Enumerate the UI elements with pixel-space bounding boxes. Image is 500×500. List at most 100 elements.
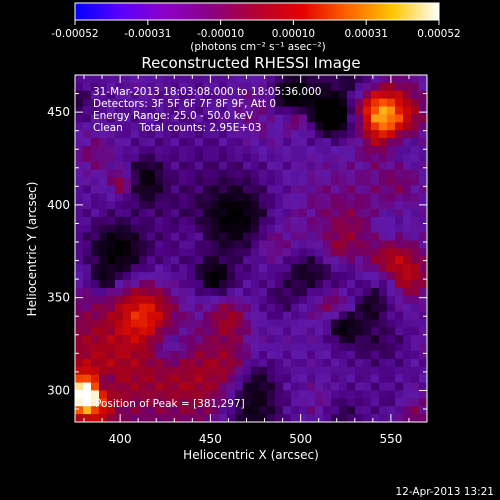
heatmap-cell (91, 138, 100, 147)
heatmap-cell (99, 138, 108, 147)
heatmap-cell (83, 209, 92, 218)
heatmap-cell (139, 145, 148, 155)
heatmap-cell (243, 185, 252, 194)
heatmap-cell (307, 264, 316, 273)
heatmap-cell (115, 114, 124, 123)
heatmap-cell (91, 106, 100, 116)
heatmap-cell (83, 185, 92, 194)
heatmap-cell (283, 98, 292, 108)
heatmap-cell (235, 82, 244, 92)
heatmap-cell (131, 138, 140, 147)
heatmap-cell (211, 327, 220, 336)
heatmap-cell (315, 406, 324, 415)
heatmap-cell (371, 90, 380, 100)
heatmap-cell (99, 366, 108, 376)
heatmap-cell (131, 414, 140, 422)
heatmap-cell (275, 366, 284, 376)
heatmap-cell (315, 153, 324, 163)
heatmap-cell (203, 272, 212, 281)
heatmap-cell (115, 193, 124, 202)
heatmap-cell (211, 272, 220, 281)
heatmap-cell (379, 382, 388, 392)
heatmap-cell (363, 114, 372, 123)
heatmap-cell (227, 138, 236, 147)
heatmap-cell (99, 82, 108, 92)
heatmap-cell (99, 98, 108, 108)
heatmap-cell (171, 201, 180, 210)
heatmap-cell (307, 145, 316, 155)
heatmap-cell (163, 327, 172, 336)
heatmap-cell (163, 216, 172, 226)
heatmap-cell (219, 240, 228, 250)
heatmap-cell (155, 398, 164, 407)
heatmap-cell (131, 130, 140, 139)
heatmap-cell (83, 280, 92, 289)
heatmap-cell (299, 106, 308, 116)
heatmap-cell (91, 122, 100, 131)
heatmap-cell (331, 193, 340, 202)
heatmap-cell (379, 272, 388, 281)
heatmap-cell (363, 366, 372, 376)
heatmap-cell (259, 390, 268, 399)
heatmap-cell (363, 98, 372, 108)
heatmap-cell (171, 193, 180, 202)
heatmap-cell (267, 240, 276, 250)
heatmap-cell (251, 319, 260, 328)
heatmap-cell (323, 130, 332, 139)
heatmap-cell (243, 138, 252, 147)
heatmap-cell (275, 216, 284, 226)
heatmap-cell (163, 153, 172, 163)
heatmap-cell (331, 98, 340, 108)
heatmap-cell (267, 114, 276, 123)
heatmap-cell (315, 366, 324, 376)
heatmap-cell (139, 138, 148, 147)
heatmap-cell (387, 358, 396, 368)
heatmap-cell (179, 138, 188, 147)
heatmap-cell (147, 161, 156, 171)
heatmap-cell (99, 122, 108, 131)
heatmap-cell (307, 272, 316, 281)
heatmap-cell (147, 201, 156, 210)
heatmap-cell (235, 145, 244, 155)
heatmap-cell (363, 240, 372, 250)
heatmap-cell (203, 406, 212, 415)
heatmap-cell (219, 406, 228, 415)
heatmap-cell (323, 358, 332, 368)
heatmap-cell (387, 398, 396, 407)
heatmap-cell (307, 130, 316, 139)
heatmap-cell (187, 130, 196, 139)
heatmap-cell (235, 153, 244, 163)
heatmap-cell (371, 161, 380, 171)
heatmap-cell (403, 130, 412, 139)
heatmap-cell (219, 82, 228, 92)
heatmap-cell (275, 335, 284, 344)
heatmap-cell (379, 280, 388, 289)
heatmap-cell (347, 161, 356, 171)
heatmap-cell (275, 224, 284, 234)
heatmap-cell (123, 224, 132, 234)
heatmap-cell (331, 224, 340, 234)
heatmap-cell (347, 264, 356, 273)
heatmap-cell (131, 224, 140, 234)
heatmap-cell (411, 390, 420, 399)
heatmap-cell (179, 114, 188, 123)
heatmap-cell (227, 145, 236, 155)
heatmap-cell (379, 240, 388, 250)
heatmap-cell (291, 382, 300, 392)
heatmap-cell (91, 287, 100, 297)
heatmap-cell (379, 374, 388, 384)
heatmap-cell (395, 106, 404, 116)
heatmap-cell (355, 256, 364, 265)
heatmap-cell (171, 138, 180, 147)
heatmap-cell (259, 185, 268, 194)
heatmap-cell (131, 256, 140, 265)
heatmap-cell (211, 398, 220, 407)
heatmap-cell (355, 358, 364, 368)
heatmap-cell (315, 351, 324, 360)
heatmap-cell (227, 122, 236, 131)
heatmap-cell (131, 264, 140, 273)
heatmap-cell (147, 90, 156, 100)
heatmap-cell (155, 216, 164, 226)
heatmap-cell (203, 75, 212, 84)
heatmap-cell (115, 161, 124, 171)
